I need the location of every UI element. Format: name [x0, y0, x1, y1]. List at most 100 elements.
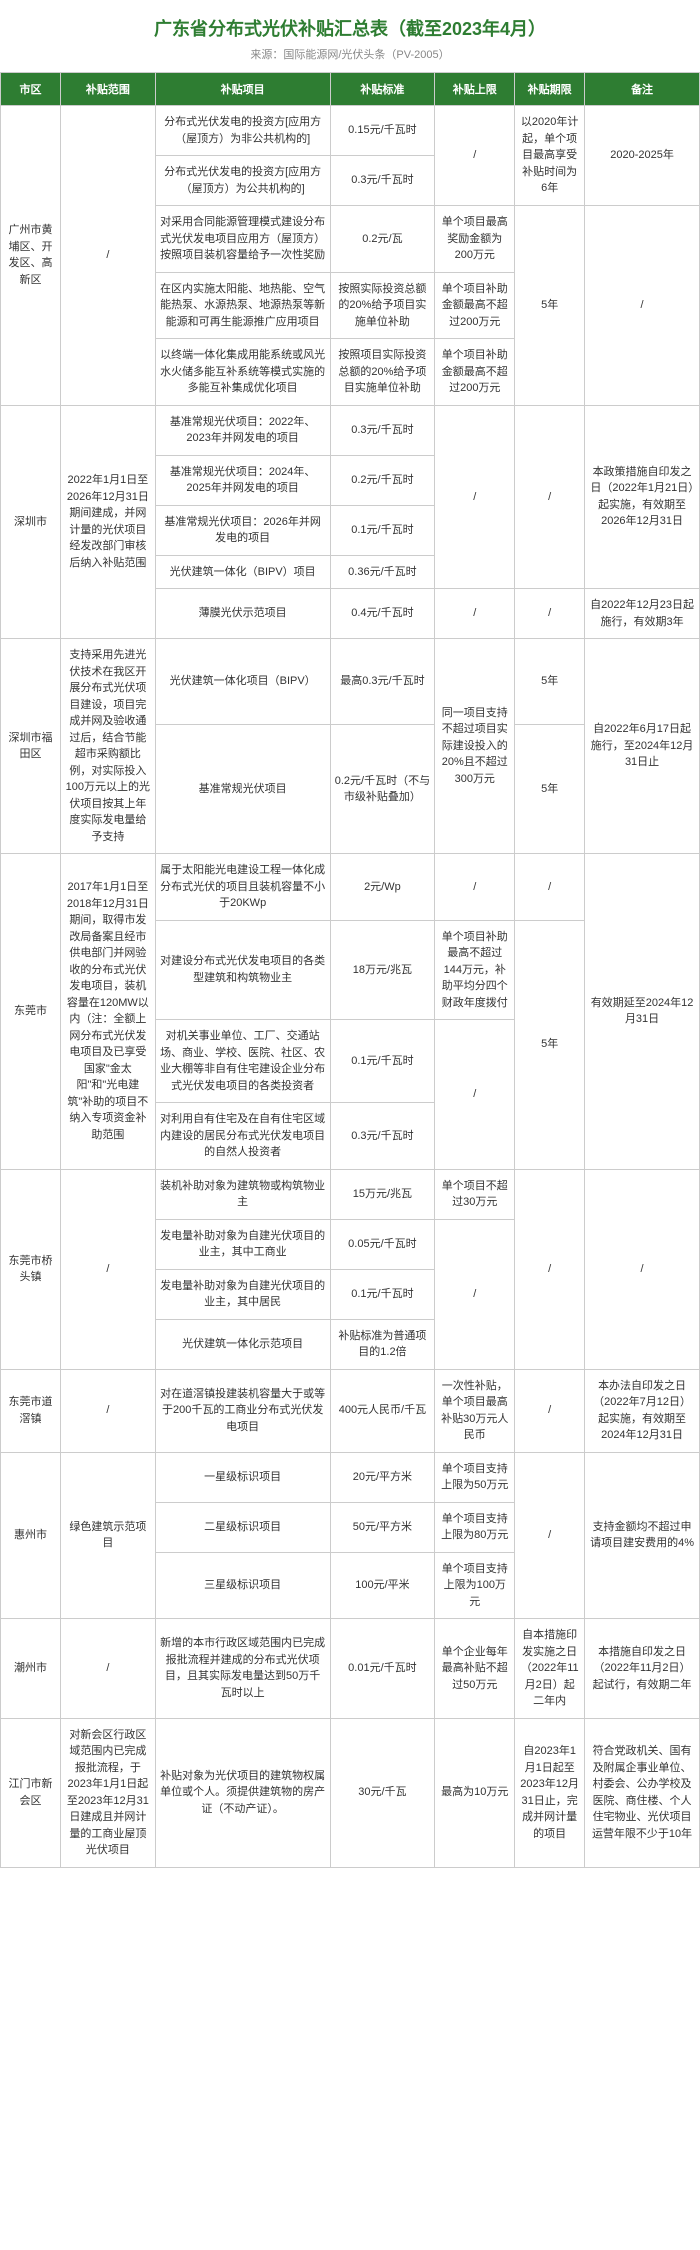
subsidy-table: 市区 补贴范围 补贴项目 补贴标准 补贴上限 补贴期限 备注 广州市黄埔区、开发… — [0, 72, 700, 1868]
cell-std: 0.01元/千瓦时 — [330, 1619, 435, 1719]
cell-std: 20元/平方米 — [330, 1452, 435, 1502]
cell-region: 江门市新会区 — [1, 1718, 61, 1867]
cell-std: 400元人民币/千瓦 — [330, 1369, 435, 1452]
cell-proj: 一星级标识项目 — [155, 1452, 330, 1502]
cell-std: 0.1元/千瓦时 — [330, 505, 435, 555]
table-row: 深圳市 2022年1月1日至2026年12月31日期间建成，并网计量的光伏项目经… — [1, 405, 700, 455]
cell-scope: 绿色建筑示范项目 — [60, 1452, 155, 1619]
cell-std: 0.3元/千瓦时 — [330, 1103, 435, 1170]
cell-term: / — [515, 589, 585, 639]
cell-proj: 分布式光伏发电的投资方[应用方（屋顶方）为公共机构的] — [155, 156, 330, 206]
cell-cap: 单个项目不超过30万元 — [435, 1169, 515, 1219]
cell-note: 本政策措施自印发之日（2022年1月21日）起实施，有效期至2026年12月31… — [585, 405, 700, 589]
cell-proj: 对建设分布式光伏发电项目的各类型建筑和构筑物业主 — [155, 920, 330, 1020]
cell-cap: / — [435, 1020, 515, 1170]
cell-note: 自2022年12月23日起施行，有效期3年 — [585, 589, 700, 639]
cell-region: 东莞市 — [1, 854, 61, 1170]
table-row: 潮州市 / 新增的本市行政区域范围内已完成报批流程并建成的分布式光伏项目，且其实… — [1, 1619, 700, 1719]
cell-proj: 以终端一体化集成用能系统或风光水火储多能互补系统等模式实施的多能互补集成优化项目 — [155, 339, 330, 406]
cell-scope: 支持采用先进光伏技术在我区开展分布式光伏项目建设，项目完成并网及验收通过后，结合… — [60, 639, 155, 854]
cell-cap: 单个项目补助最高不超过144万元，补助平均分四个财政年度拨付 — [435, 920, 515, 1020]
cell-note: 符合党政机关、国有及附属企事业单位、村委会、公办学校及医院、商住楼、个人住宅物业… — [585, 1718, 700, 1867]
cell-std: 0.2元/千瓦时（不与市级补贴叠加） — [330, 725, 435, 854]
cell-proj: 发电量补助对象为自建光伏项目的业主，其中居民 — [155, 1269, 330, 1319]
cell-std: 按照项目实际投资总额的20%给予项目实施单位补助 — [330, 339, 435, 406]
cell-term: 以2020年计起，单个项目最高享受补贴时间为6年 — [515, 106, 585, 206]
cell-std: 0.1元/千瓦时 — [330, 1269, 435, 1319]
cell-term: / — [515, 854, 585, 921]
cell-proj: 属于太阳能光电建设工程一体化成分布式光伏的项目且装机容量不小于20KWp — [155, 854, 330, 921]
cell-std: 0.3元/千瓦时 — [330, 156, 435, 206]
cell-std: 按照实际投资总额的20%给予项目实施单位补助 — [330, 272, 435, 339]
cell-proj: 对在道滘镇投建装机容量大于或等于200千瓦的工商业分布式光伏发电项目 — [155, 1369, 330, 1452]
table-row: 广州市黄埔区、开发区、高新区 / 分布式光伏发电的投资方[应用方（屋顶方）为非公… — [1, 106, 700, 156]
cell-term: 自2023年1月1日起至2023年12月31日止，完成并网计量的项目 — [515, 1718, 585, 1867]
cell-cap: 一次性补贴，单个项目最高补贴30万元人民币 — [435, 1369, 515, 1452]
cell-proj: 对采用合同能源管理模式建设分布式光伏发电项目应用方（屋顶方）按照项目装机容量给予… — [155, 206, 330, 273]
cell-scope: / — [60, 106, 155, 406]
cell-std: 0.36元/千瓦时 — [330, 555, 435, 589]
cell-scope: / — [60, 1619, 155, 1719]
cell-term: 5年 — [515, 206, 585, 406]
cell-std: 50元/平方米 — [330, 1502, 435, 1552]
cell-cap: / — [435, 854, 515, 921]
cell-note: / — [585, 206, 700, 406]
cell-term: 5年 — [515, 920, 585, 1169]
cell-note: / — [585, 1169, 700, 1369]
cell-cap: / — [435, 106, 515, 206]
cell-cap: 单个项目支持上限为100万元 — [435, 1552, 515, 1619]
cell-note: 自2022年6月17日起施行，至2024年12月31日止 — [585, 639, 700, 854]
cell-proj: 补贴对象为光伏项目的建筑物权属单位或个人。须提供建筑物的房产证（不动产证）。 — [155, 1718, 330, 1867]
cell-term: 自本措施印发实施之日（2022年11月2日）起二年内 — [515, 1619, 585, 1719]
cell-scope: / — [60, 1169, 155, 1369]
cell-std: 0.2元/瓦 — [330, 206, 435, 273]
th-standard: 补贴标准 — [330, 73, 435, 106]
cell-proj: 基准常规光伏项目：2026年并网发电的项目 — [155, 505, 330, 555]
cell-term: / — [515, 405, 585, 589]
cell-std: 最高0.3元/千瓦时 — [330, 639, 435, 725]
cell-term: / — [515, 1369, 585, 1452]
th-project: 补贴项目 — [155, 73, 330, 106]
cell-cap: / — [435, 405, 515, 589]
cell-region: 深圳市 — [1, 405, 61, 639]
cell-std: 18万元/兆瓦 — [330, 920, 435, 1020]
cell-term: 5年 — [515, 639, 585, 725]
cell-proj: 在区内实施太阳能、地热能、空气能热泵、水源热泵、地源热泵等新能源和可再生能源推广… — [155, 272, 330, 339]
table-row: 江门市新会区 对新会区行政区域范围内已完成报批流程，于2023年1月1日起至20… — [1, 1718, 700, 1867]
cell-std: 15万元/兆瓦 — [330, 1169, 435, 1219]
cell-scope: / — [60, 1369, 155, 1452]
cell-term: / — [515, 1169, 585, 1369]
table-row: 东莞市桥头镇 / 装机补助对象为建筑物或构筑物业主 15万元/兆瓦 单个项目不超… — [1, 1169, 700, 1219]
cell-cap: 单个项目补助金额最高不超过200万元 — [435, 339, 515, 406]
cell-proj: 三星级标识项目 — [155, 1552, 330, 1619]
cell-cap: 单个项目最高奖励金额为200万元 — [435, 206, 515, 273]
cell-cap: 同一项目支持不超过项目实际建设投入的20%且不超过300万元 — [435, 639, 515, 854]
th-term: 补贴期限 — [515, 73, 585, 106]
cell-proj: 分布式光伏发电的投资方[应用方（屋顶方）为非公共机构的] — [155, 106, 330, 156]
cell-note: 有效期延至2024年12月31日 — [585, 854, 700, 1170]
cell-proj: 光伏建筑一体化示范项目 — [155, 1319, 330, 1369]
cell-region: 东莞市桥头镇 — [1, 1169, 61, 1369]
cell-region: 深圳市福田区 — [1, 639, 61, 854]
cell-proj: 装机补助对象为建筑物或构筑物业主 — [155, 1169, 330, 1219]
cell-std: 100元/平米 — [330, 1552, 435, 1619]
cell-std: 0.3元/千瓦时 — [330, 405, 435, 455]
cell-std: 0.2元/千瓦时 — [330, 455, 435, 505]
cell-note: 本办法自印发之日（2022年7月12日）起实施，有效期至2024年12月31日 — [585, 1369, 700, 1452]
cell-scope: 2017年1月1日至2018年12月31日期间，取得市发改局备案且经市供电部门并… — [60, 854, 155, 1170]
table-row: 深圳市福田区 支持采用先进光伏技术在我区开展分布式光伏项目建设，项目完成并网及验… — [1, 639, 700, 725]
cell-cap: 单个项目支持上限为80万元 — [435, 1502, 515, 1552]
cell-region: 惠州市 — [1, 1452, 61, 1619]
table-row: 惠州市 绿色建筑示范项目 一星级标识项目 20元/平方米 单个项目支持上限为50… — [1, 1452, 700, 1502]
cell-cap: 单个项目补助金额最高不超过200万元 — [435, 272, 515, 339]
cell-std: 0.15元/千瓦时 — [330, 106, 435, 156]
cell-region: 潮州市 — [1, 1619, 61, 1719]
th-scope: 补贴范围 — [60, 73, 155, 106]
cell-cap: 最高为10万元 — [435, 1718, 515, 1867]
cell-note: 支持金额均不超过申请项目建安费用的4% — [585, 1452, 700, 1619]
cell-std: 0.4元/千瓦时 — [330, 589, 435, 639]
cell-cap: / — [435, 589, 515, 639]
table-row: 东莞市 2017年1月1日至2018年12月31日期间，取得市发改局备案且经市供… — [1, 854, 700, 921]
cell-std: 0.1元/千瓦时 — [330, 1020, 435, 1103]
th-cap: 补贴上限 — [435, 73, 515, 106]
